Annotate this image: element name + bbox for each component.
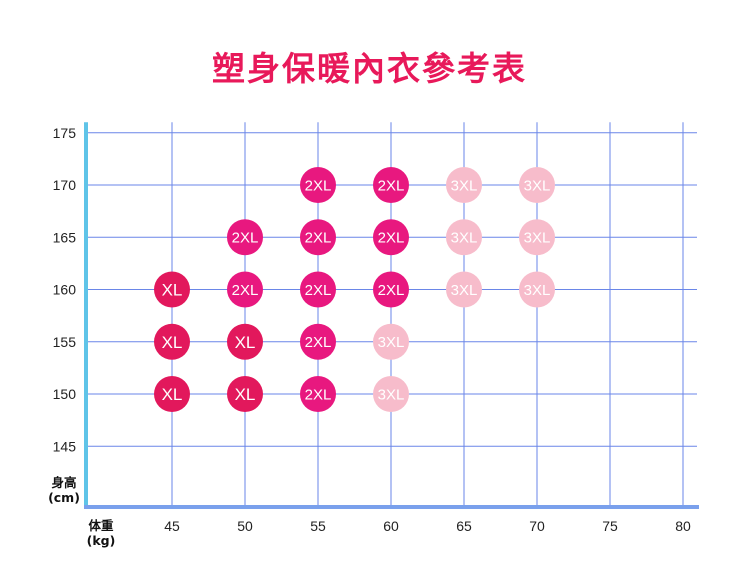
x-tick-label: 65 [456,518,472,534]
x-tick-label: 50 [237,518,253,534]
size-dot [446,271,482,308]
size-label: 2XL [378,230,405,247]
size-dot [373,271,409,308]
x-tick-label: 70 [529,518,545,534]
size-label: XL [235,333,256,352]
y-tick-label: 165 [53,229,77,245]
size-label: 3XL [378,334,405,351]
size-dot [373,323,409,360]
size-dot [300,323,336,360]
y-axis-label: (cm) [48,490,80,505]
size-dot [227,323,263,360]
size-label: 2XL [232,230,259,247]
size-label: 2XL [305,334,332,351]
x-tick-label: 80 [675,518,691,534]
size-dot [154,271,190,308]
size-label: 2XL [378,282,405,299]
size-label: XL [162,333,183,352]
size-label: XL [235,385,256,404]
size-dot [227,376,263,412]
size-dot [300,376,336,412]
size-dot [519,271,555,308]
x-tick-label: 55 [310,518,326,534]
chart-title: 塑身保暖內衣參考表 [212,49,527,88]
y-tick-label: 175 [53,125,77,141]
size-label: 2XL [232,282,259,299]
size-label: 2XL [305,386,332,403]
size-dot [519,219,555,256]
x-axis-label: (kg) [87,533,116,548]
size-label: 2XL [305,177,332,194]
x-axis-label: 体重 [88,518,114,533]
size-dot [519,167,555,203]
size-dot [373,376,409,412]
size-dot [373,167,409,203]
size-label: 3XL [524,177,551,194]
y-axis-label: 身高 [51,475,76,490]
x-tick-label: 75 [602,518,618,534]
size-dot [300,219,336,256]
y-tick-label: 145 [53,438,77,454]
size-dot [300,167,336,203]
size-label: 2XL [305,230,332,247]
y-tick-label: 155 [53,334,77,350]
size-dot [373,219,409,256]
y-tick-label: 170 [53,177,77,193]
size-label: XL [162,385,183,404]
size-dot [154,376,190,412]
size-dot [227,219,263,256]
size-label: 3XL [451,282,478,299]
size-dot [446,167,482,203]
size-dot [300,271,336,308]
y-tick-label: 160 [53,282,77,298]
size-label: 2XL [305,282,332,299]
size-dot [154,323,190,360]
size-label: 3XL [451,230,478,247]
size-label: 3XL [524,282,551,299]
size-label: 2XL [378,177,405,194]
y-tick-label: 150 [53,386,77,402]
size-label: 3XL [378,386,405,403]
size-dot [227,271,263,308]
size-label: 3XL [524,230,551,247]
size-dot [446,219,482,256]
x-tick-label: 60 [383,518,399,534]
x-tick-label: 45 [164,518,180,534]
size-label: XL [162,281,183,300]
size-label: 3XL [451,177,478,194]
